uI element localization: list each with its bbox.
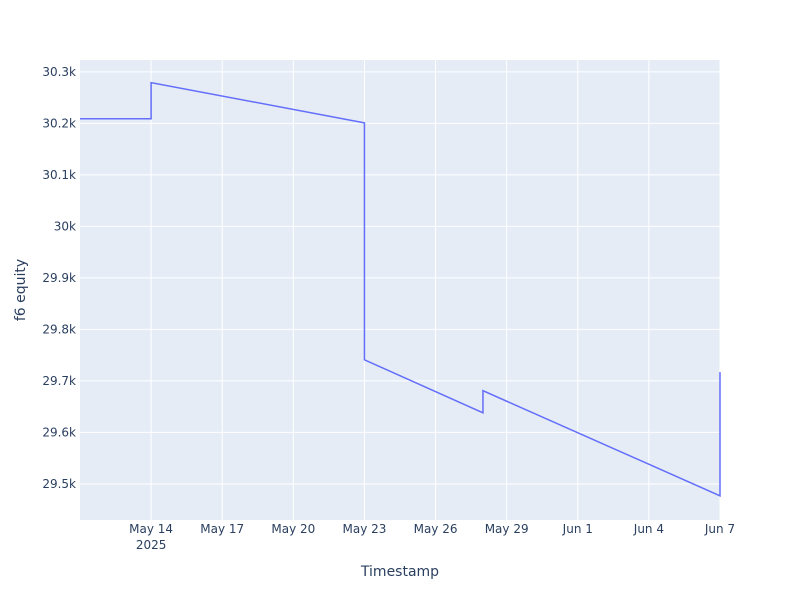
y-tick-label: 30.1k <box>42 168 76 182</box>
x-axis-title: Timestamp <box>360 564 439 580</box>
plot-area <box>80 60 720 520</box>
y-tick-label: 29.5k <box>42 477 76 491</box>
y-tick-label: 29.7k <box>42 374 76 388</box>
y-tick-label: 29.6k <box>42 425 76 439</box>
x-tick-label: May 26 <box>414 522 458 536</box>
x-tick-label: May 23 <box>342 522 386 536</box>
x-tick-label: May 17 <box>200 522 244 536</box>
y-axis-title: f6 equity <box>13 259 29 321</box>
y-tick-label: 30k <box>54 219 76 233</box>
x-tick-label: Jun 1 <box>562 522 593 536</box>
x-tick-label: May 20 <box>271 522 315 536</box>
data-line <box>80 81 721 497</box>
y-tick-label: 30.3k <box>42 65 76 79</box>
x-tick-label: Jun 7 <box>704 522 735 536</box>
x-tick-label: May 29 <box>485 522 529 536</box>
y-tick-label: 29.8k <box>42 322 76 336</box>
y-tick-label: 30.2k <box>42 116 76 130</box>
x-tick-label: Jun 4 <box>633 522 664 536</box>
y-tick-label: 29.9k <box>42 271 76 285</box>
x-tick-label: May 14 2025 <box>129 522 173 552</box>
